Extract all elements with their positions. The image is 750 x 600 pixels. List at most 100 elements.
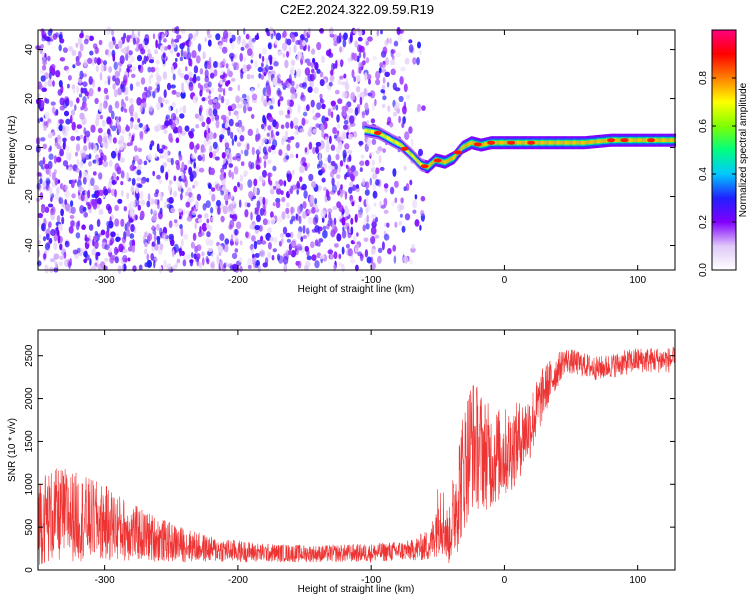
noise-cell <box>123 74 128 84</box>
noise-cell <box>231 252 238 260</box>
noise-cell <box>326 223 330 230</box>
noise-cell <box>246 95 250 103</box>
noise-cell <box>363 237 369 243</box>
noise-cell <box>359 160 365 166</box>
noise-cell <box>269 236 274 242</box>
noise-cell <box>138 122 143 128</box>
noise-cell <box>290 206 295 214</box>
noise-cell <box>61 216 65 225</box>
noise-cell <box>403 186 407 192</box>
noise-cell <box>282 30 287 38</box>
noise-cell <box>70 220 75 227</box>
noise-cell <box>238 257 243 263</box>
noise-cell <box>95 252 99 261</box>
noise-cell <box>113 89 118 98</box>
signal-band <box>643 138 646 142</box>
noise-cell <box>316 102 322 110</box>
noise-cell <box>154 49 159 55</box>
noise-cell <box>207 127 211 134</box>
noise-cell <box>327 108 332 117</box>
noise-cell <box>377 255 382 264</box>
noise-cell <box>167 44 172 50</box>
noise-cell <box>331 168 338 175</box>
noise-cell <box>95 117 99 127</box>
noise-cell <box>177 125 183 135</box>
noise-cell <box>118 124 122 134</box>
noise-cell <box>372 218 376 227</box>
noise-cell <box>314 197 317 205</box>
noise-cell <box>43 121 48 126</box>
noise-cell <box>55 70 61 78</box>
signal-band <box>642 138 645 142</box>
noise-cell <box>261 240 267 245</box>
noise-cell <box>299 128 305 133</box>
noise-cell <box>257 66 263 73</box>
noise-cell <box>321 177 326 183</box>
noise-cell <box>79 112 85 120</box>
noise-cell <box>318 28 323 33</box>
noise-cell <box>52 80 55 87</box>
noise-cell <box>180 171 185 180</box>
noise-cell <box>78 78 82 84</box>
noise-cell <box>272 248 277 253</box>
noise-cell <box>238 104 243 109</box>
noise-cell <box>64 199 68 205</box>
noise-cell <box>402 105 407 115</box>
noise-cell <box>282 255 289 265</box>
signal-band <box>555 140 557 145</box>
noise-cell <box>156 84 160 93</box>
noise-cell <box>347 108 354 114</box>
noise-cell <box>75 42 79 48</box>
noise-cell <box>88 35 94 42</box>
noise-cell <box>281 211 286 220</box>
noise-cell <box>126 142 132 147</box>
noise-cell <box>58 80 63 88</box>
noise-cell <box>92 43 98 49</box>
noise-cell <box>134 145 138 152</box>
noise-cell <box>239 265 243 273</box>
noise-cell <box>350 91 356 101</box>
noise-cell <box>44 111 50 120</box>
noise-cell <box>373 202 377 207</box>
noise-cell <box>165 114 170 120</box>
noise-cell <box>303 190 308 199</box>
noise-cell <box>97 86 101 92</box>
noise-cell <box>304 147 308 153</box>
noise-cell <box>358 52 362 59</box>
noise-cell <box>408 39 413 44</box>
noise-cell <box>380 29 383 35</box>
noise-cell <box>182 259 187 267</box>
noise-cell <box>392 168 397 177</box>
noise-cell <box>394 87 401 92</box>
noise-cell <box>317 163 320 169</box>
noise-cell <box>341 229 347 239</box>
noise-cell <box>349 181 354 188</box>
noise-cell <box>256 200 261 209</box>
noise-cell <box>412 209 417 214</box>
signal-band <box>401 144 404 149</box>
noise-cell <box>150 199 154 204</box>
noise-cell <box>47 132 53 138</box>
noise-cell <box>163 152 169 160</box>
signal-band <box>495 140 497 145</box>
y-tick-label: 20 <box>24 93 35 105</box>
noise-cell <box>51 106 56 114</box>
noise-cell <box>108 66 113 73</box>
noise-cell <box>83 194 89 203</box>
noise-cell <box>100 229 106 236</box>
noise-cell <box>246 100 250 109</box>
noise-cell <box>173 190 178 198</box>
noise-cell <box>253 240 258 250</box>
noise-cell <box>76 247 81 254</box>
noise-cell <box>98 189 104 196</box>
noise-cell <box>293 130 298 136</box>
noise-cell <box>211 113 215 122</box>
noise-cell <box>209 151 213 159</box>
noise-cell <box>88 224 94 231</box>
noise-cell <box>99 159 103 166</box>
noise-cell <box>42 143 47 150</box>
noise-cell <box>82 171 88 178</box>
noise-cell <box>344 143 350 150</box>
noise-cell <box>83 211 88 218</box>
noise-cell <box>42 51 45 58</box>
